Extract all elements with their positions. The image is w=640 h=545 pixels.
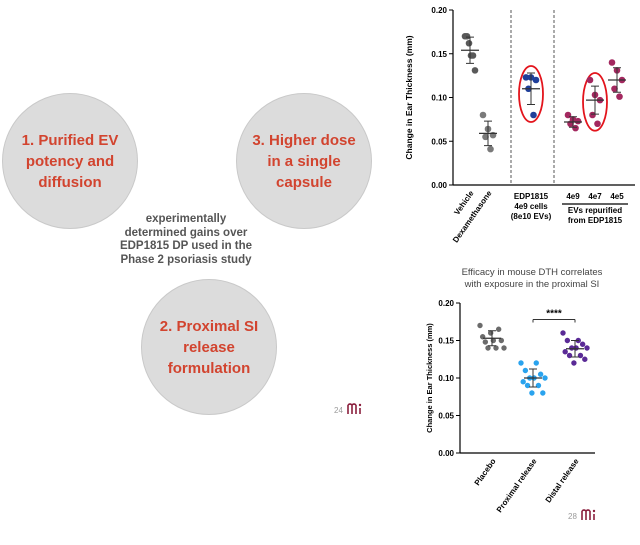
chart1-4e9-point — [572, 124, 579, 132]
chart1-4e5-point — [611, 85, 618, 93]
chart2-distal-release-point — [566, 352, 573, 359]
chart2-y-tick-label: 0.15 — [438, 337, 454, 346]
circle-higher-dose-label: 3. Higher dose in a single capsule — [252, 131, 356, 191]
circle-proximal-si-label: 2. Proximal SI release formulation — [159, 317, 259, 377]
chart1-y-tick-label: 0.05 — [431, 137, 447, 146]
chart2-distal-release-point — [562, 349, 568, 355]
chart2-proximal-release-point — [542, 375, 548, 381]
chart2-x-label-distal-release: Distal release — [544, 457, 581, 505]
chart1-4e9-point — [574, 117, 582, 125]
chart1-x-label-4e5: 4e5 — [610, 192, 624, 201]
chart1-y-axis-label: Change in Ear Thickness (mm) — [404, 35, 414, 159]
chart2-y-tick-label: 0.20 — [438, 299, 454, 308]
chart1-x-label-4e7: 4e7 — [588, 192, 602, 201]
chart2-y-axis-label: Change in Ear Thickness (mm) — [425, 323, 434, 433]
chart1-highlight-ring — [582, 72, 608, 132]
chart1-dexamethasone-point — [479, 111, 487, 119]
chart2-placebo-point — [477, 322, 483, 329]
gains-description: experimentally determined gains over EDP… — [119, 213, 253, 266]
circle-purified-ev: 1. Purified EV potency and diffusion — [2, 93, 138, 229]
chart2-placebo-point — [501, 345, 507, 351]
circle-higher-dose: 3. Higher dose in a single capsule — [236, 93, 372, 229]
page-number-2: 28 — [568, 512, 577, 521]
chart1-y-tick-label: 0.10 — [431, 94, 447, 103]
chart1-highlight-ring — [518, 65, 544, 123]
circle-purified-ev-label: 1. Purified EV potency and diffusion — [21, 131, 119, 191]
chart1-dexamethasone-point — [487, 145, 494, 153]
chart2-placebo-point — [485, 345, 491, 351]
chart1-4e7-point — [589, 111, 596, 119]
chart2-distal-release-point — [584, 345, 590, 351]
chart1-4e5-point — [616, 93, 623, 100]
chart2-proximal-release-point — [520, 379, 526, 385]
chart2-proximal-release-point — [540, 390, 546, 396]
chart1-x-label-4e9: 4e9 — [566, 192, 580, 201]
chart2-significance-label: **** — [546, 309, 562, 320]
chart2-y-tick-label: 0.00 — [438, 449, 454, 458]
chart2-proximal-release-point — [529, 390, 535, 396]
chart2-distal-release-point — [569, 345, 575, 351]
chart1-4e9-point — [564, 111, 572, 119]
chart2-distal-release-point — [582, 356, 588, 362]
chart1-edp1815-4e9-cells-8e10-evs-point — [522, 74, 530, 81]
page-number: 24 — [334, 406, 343, 415]
chart1-y-tick-label: 0.15 — [431, 50, 447, 59]
chart1-y-tick-label: 0.00 — [431, 181, 447, 190]
chart2-y-tick-label: 0.05 — [438, 412, 454, 421]
ear-thickness-chart-release: Efficacy in mouse DTH correlates with exp… — [425, 267, 603, 513]
chart2-placebo-point — [495, 326, 502, 332]
chart2-x-label-proximal-release: Proximal release — [495, 457, 539, 513]
chart1-vehicle-point — [465, 39, 473, 47]
chart1-edp1815-4e9-cells-8e10-evs-point — [530, 111, 537, 119]
ear-thickness-chart-ev: 0.00 0.05 0.10 0.15 0.20 Change in Ear Thickn… — [404, 6, 635, 244]
chart1-x-label-edp1815: EDP1815 4e9 cells (8e10 EVs) — [511, 192, 552, 221]
chart2-distal-release-point — [573, 345, 579, 351]
chart1-group-label: EVs repurified from EDP1815 — [568, 206, 623, 225]
chart2-distal-release-point — [571, 360, 577, 366]
company-logo-icon-2 — [581, 509, 596, 520]
chart1-vehicle-point — [469, 52, 477, 59]
chart1-edp1815-4e9-cells-8e10-evs-point — [532, 76, 540, 84]
chart2-placebo-point — [498, 337, 505, 344]
company-logo-icon — [347, 403, 362, 414]
chart2-proximal-release-point — [537, 371, 544, 377]
chart2-proximal-release-point — [535, 382, 542, 389]
chart1-dexamethasone-point — [482, 133, 489, 141]
chart2-placebo-point — [493, 345, 499, 351]
chart2-proximal-release-point — [533, 360, 539, 366]
chart2-distal-release-point — [560, 330, 566, 336]
chart1-4e7-point — [586, 76, 594, 84]
chart1-vehicle-point — [471, 67, 479, 74]
chart1-4e7-point — [594, 120, 601, 128]
chart2-distal-release-point — [579, 341, 586, 347]
chart2-placebo-point — [482, 339, 489, 345]
chart2-distal-release-point — [577, 352, 584, 359]
chart1-y-tick-label: 0.20 — [431, 6, 447, 15]
chart2-title: Efficacy in mouse DTH correlates with exp… — [462, 267, 603, 290]
chart2-y-tick-label: 0.10 — [438, 374, 454, 383]
circle-proximal-si: 2. Proximal SI release formulation — [141, 279, 277, 415]
chart2-x-label-placebo: Placebo — [473, 457, 498, 487]
chart2-proximal-release-point — [524, 382, 531, 389]
chart1-4e5-point — [608, 59, 616, 66]
chart2-proximal-release-point — [518, 360, 524, 366]
chart1-vehicle-point — [463, 32, 471, 40]
chart2-distal-release-point — [564, 337, 571, 344]
chart2-proximal-release-point — [522, 367, 529, 374]
